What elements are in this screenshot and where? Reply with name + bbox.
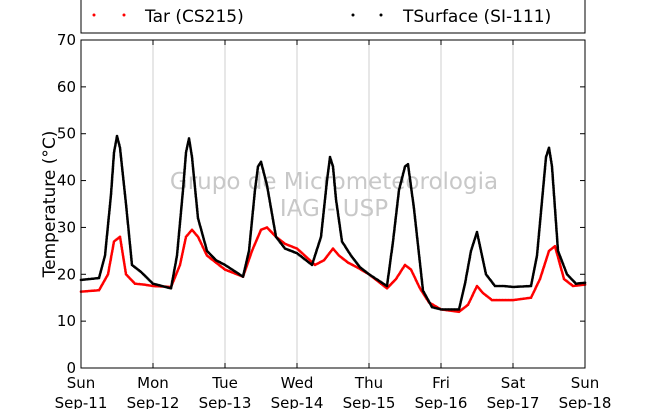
x-tick-label-date: Sep-13 — [199, 394, 252, 409]
x-tick-label-date: Sep-12 — [127, 394, 180, 409]
watermark-line-2: IAG - USP — [280, 196, 388, 222]
y-tick-label: 50 — [57, 125, 76, 143]
legend-frame — [80, 0, 586, 34]
x-tick-label-day: Fri — [432, 374, 450, 392]
watermark: Grupo de Micrometeorologia IAG - USP — [170, 169, 498, 222]
x-tick-label-day: Sat — [501, 374, 526, 392]
series-0 — [79, 226, 587, 314]
y-tick-label: 40 — [57, 172, 76, 190]
x-tick-label-date: Sep-16 — [415, 394, 468, 409]
y-tick-label: 20 — [57, 265, 76, 283]
y-tick-label: 70 — [57, 31, 76, 49]
y-tick-label: 30 — [57, 218, 76, 236]
x-tick-label-date: Sep-15 — [343, 394, 396, 409]
x-axis-ticks: Sun Sep-11 Mon Sep-12 Tue Sep-13 Wed Sep-14 Thu S… — [55, 40, 612, 409]
x-tick-label-day: Wed — [281, 374, 314, 392]
x-tick-label-date: Sep-11 — [55, 394, 108, 409]
y-axis-title: Temperature (°C) — [40, 131, 60, 279]
x-tick-label-date: Sep-18 — [559, 394, 612, 409]
y-tick-label: 0 — [66, 359, 76, 377]
legend-dot — [351, 13, 355, 17]
x-tick-label-day: Tue — [211, 374, 238, 392]
legend-dot — [379, 13, 383, 17]
legend-marker-tsurface — [351, 13, 383, 17]
x-tick-label-day: Thu — [354, 374, 383, 392]
grid-lines — [152, 40, 514, 368]
legend-label-tsurface: TSurface (SI-111) — [402, 7, 551, 27]
plot-series — [79, 134, 587, 314]
x-tick-label-day: Sun — [571, 374, 600, 392]
x-tick-label-date: Sep-17 — [487, 394, 540, 409]
legend: Tar (CS215) TSurface (SI-111) — [80, 0, 586, 34]
x-tick-label-day: Mon — [137, 374, 169, 392]
x-tick-label-date: Sep-14 — [271, 394, 324, 409]
legend-dot — [92, 13, 96, 17]
y-axis-ticks: 0 10 20 30 40 50 60 70 — [57, 31, 585, 377]
y-tick-label: 10 — [57, 312, 76, 330]
legend-marker-tar — [92, 13, 126, 17]
plot-frame — [80, 39, 586, 369]
x-tick-label-day: Sun — [67, 374, 96, 392]
legend-label-tar: Tar (CS215) — [144, 7, 244, 27]
legend-dot — [122, 13, 126, 17]
y-tick-label: 60 — [57, 78, 76, 96]
series-1 — [79, 134, 587, 311]
